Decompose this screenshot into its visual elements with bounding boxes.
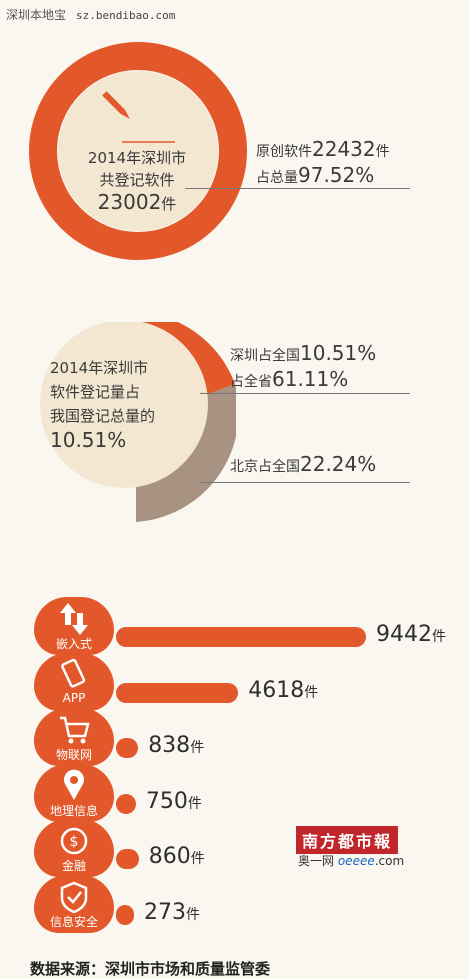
upload-arrows-icon [60, 603, 88, 635]
section2-center-text: 2014年深圳市 软件登记量占 我国登记总量的 10.51% [50, 356, 210, 452]
stat-label: 占全省 [230, 374, 272, 390]
divider-line [200, 393, 410, 394]
category-value-label: 9442件 [376, 622, 446, 647]
category-label: 嵌入式 [55, 637, 92, 651]
pie-center [40, 322, 208, 488]
watermark-url: sz.bendibao.com [76, 9, 176, 22]
stat-label: 原创软件 [256, 144, 312, 160]
category-icon-badge: 地理信息 [34, 763, 114, 822]
stat-label: 北京占全国 [230, 459, 300, 475]
center-line-2: 软件登记量占 [50, 383, 141, 401]
category-icon-badge: 嵌入式 [34, 597, 114, 655]
shield-check-icon [60, 881, 88, 913]
center-line-3: 我国登记总量的 [50, 407, 156, 425]
divider-line [200, 482, 410, 483]
shenzhen-national-stat: 深圳占全国10.51% [230, 341, 376, 365]
divider-line [185, 188, 410, 189]
category-label: APP [62, 690, 86, 705]
shenzhen-province-stat: 占全省61.11% [230, 367, 348, 391]
category-bar [116, 627, 366, 647]
category-value-label: 838件 [148, 733, 205, 758]
national-share-pie [40, 322, 236, 522]
watermark: 深圳本地宝 sz.bendibao.com [6, 6, 175, 23]
stat-value: 97.52% [298, 163, 375, 187]
data-source-footer: 数据来源：深圳市市场和质量监管委 [30, 960, 271, 978]
pen-icon [102, 91, 130, 119]
category-bar [116, 738, 139, 758]
stat-label: 深圳占全国 [230, 348, 300, 364]
category-bar [116, 904, 134, 925]
category-bar [116, 682, 239, 703]
center-total: 23002 [97, 190, 162, 214]
category-icon-badge: $ 金融 [34, 819, 114, 877]
category-label: 地理信息 [49, 803, 98, 818]
category-bar [116, 793, 136, 814]
category-icon-badge: 信息安全 [34, 874, 114, 933]
category-value-label: 4618件 [248, 677, 319, 703]
category-label: 金融 [61, 859, 86, 873]
original-software-stat: 原创软件22432件 [256, 137, 390, 161]
center-unit: 件 [161, 195, 177, 213]
center-line-1: 2014年深圳市 [87, 149, 187, 167]
category-value-label: 273件 [144, 899, 200, 925]
stat-label: 占总量 [256, 170, 298, 186]
share-of-total-stat: 占总量97.52% [256, 163, 374, 187]
stat-value: 22.24% [300, 452, 377, 476]
category-icon-badge: APP [34, 652, 114, 711]
stat-unit: 件 [375, 144, 390, 160]
shopping-cart-icon [60, 716, 90, 744]
category-value-label: 860件 [148, 844, 205, 869]
beijing-national-stat: 北京占全国22.24% [230, 452, 376, 476]
site-logo-tld: .com [374, 854, 405, 868]
svg-text:$: $ [70, 834, 79, 850]
donut-center [58, 71, 218, 231]
site-logo-brand: oeeee [337, 854, 375, 868]
smartphone-icon [61, 658, 86, 688]
coin-icon: $ [60, 827, 88, 855]
section1-center-text: 2014年深圳市 共登记软件 23002件 [57, 147, 217, 215]
donut-ring [29, 42, 247, 260]
category-value-label: 750件 [145, 788, 202, 814]
stat-value: 10.51% [300, 341, 377, 365]
map-pin-icon [64, 769, 84, 800]
center-line-2: 共登记软件 [99, 171, 175, 189]
category-bar [116, 849, 139, 869]
site-logo-cn: 奥一网 [298, 854, 335, 868]
category-label: 物联网 [55, 748, 92, 762]
category-label: 信息安全 [49, 914, 98, 929]
watermark-site: 深圳本地宝 [6, 8, 67, 22]
center-pct: 10.51% [50, 428, 127, 452]
center-line-1: 2014年深圳市 [50, 359, 149, 377]
site-logo: 奥一网 oeeee.com [298, 852, 404, 869]
software-total-donut [29, 42, 247, 260]
category-icon-badge: 物联网 [34, 708, 114, 766]
stat-value: 61.11% [272, 367, 349, 391]
newspaper-logo: 南方都市報 [296, 826, 399, 854]
stat-value: 22432 [312, 137, 376, 161]
